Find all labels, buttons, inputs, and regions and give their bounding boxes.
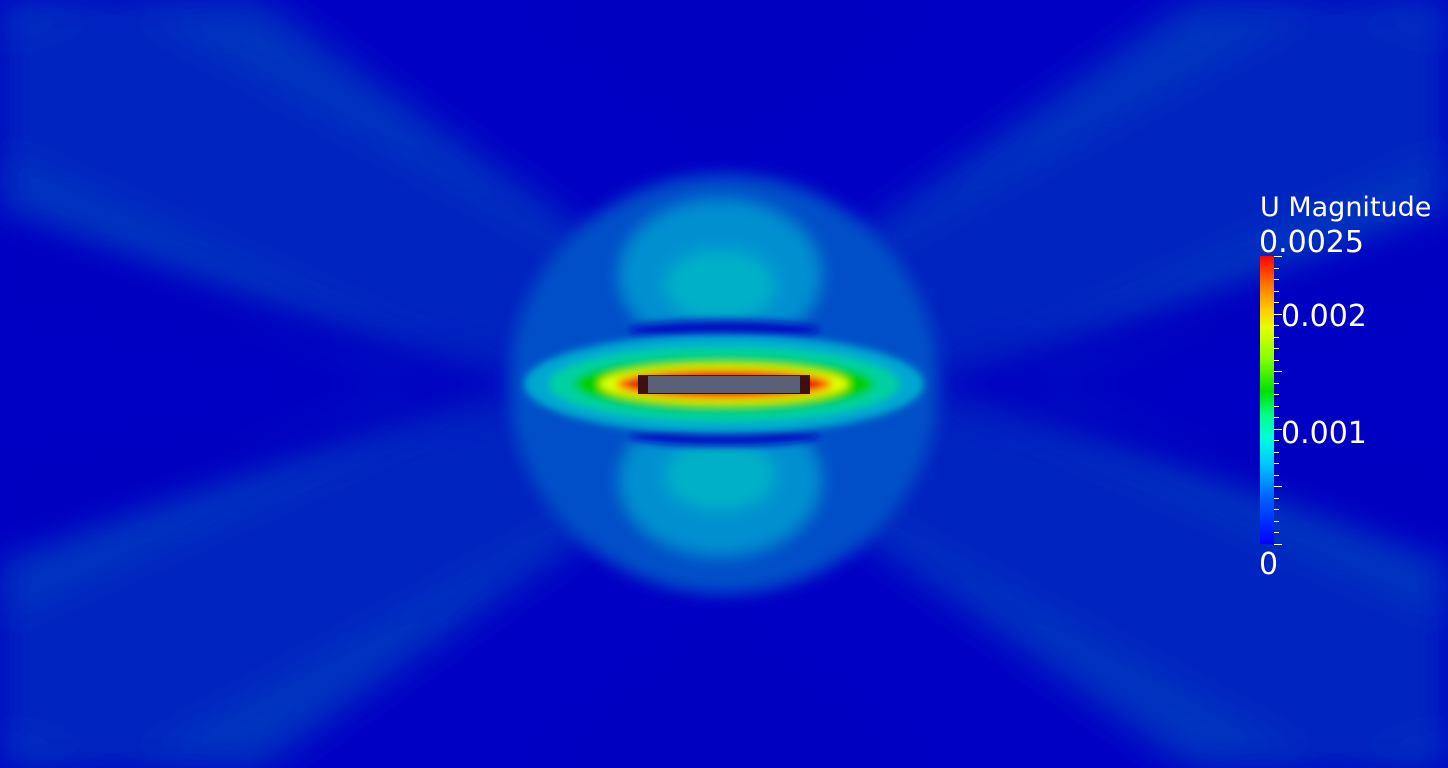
legend-label-high: 0.002 — [1281, 299, 1367, 334]
legend-tick — [1274, 521, 1279, 522]
legend-tick — [1274, 256, 1282, 257]
legend-tick — [1274, 291, 1279, 292]
legend-tick — [1274, 463, 1279, 464]
legend-label-min: 0 — [1259, 547, 1279, 582]
legend-label-mid: 0.001 — [1281, 416, 1367, 451]
legend-tick — [1274, 383, 1279, 384]
legend-title: U Magnitude — [1260, 192, 1432, 223]
legend-label-max: 0.0025 — [1259, 225, 1364, 260]
legend-tick — [1274, 498, 1279, 499]
legend-tick — [1274, 544, 1282, 545]
legend-tick — [1274, 325, 1279, 326]
legend-tick — [1274, 268, 1279, 269]
legend-tick — [1274, 337, 1279, 338]
color-scale-bar — [1260, 256, 1274, 544]
legend-tick — [1274, 394, 1279, 395]
legend-tick — [1274, 452, 1279, 453]
legend-tick — [1274, 371, 1282, 372]
legend-tick — [1274, 475, 1279, 476]
legend-tick — [1274, 360, 1279, 361]
legend-tick — [1274, 348, 1279, 349]
legend-tick — [1274, 279, 1279, 280]
legend-tick — [1274, 417, 1279, 418]
legend-tick — [1274, 440, 1279, 441]
legend-tick — [1274, 314, 1282, 315]
legend-tick — [1274, 486, 1282, 487]
legend-tick — [1274, 302, 1279, 303]
legend-tick — [1274, 509, 1279, 510]
legend-tick — [1274, 406, 1279, 407]
rigid-body-face — [648, 376, 800, 393]
legend-tick — [1274, 532, 1279, 533]
legend-tick — [1274, 429, 1282, 430]
